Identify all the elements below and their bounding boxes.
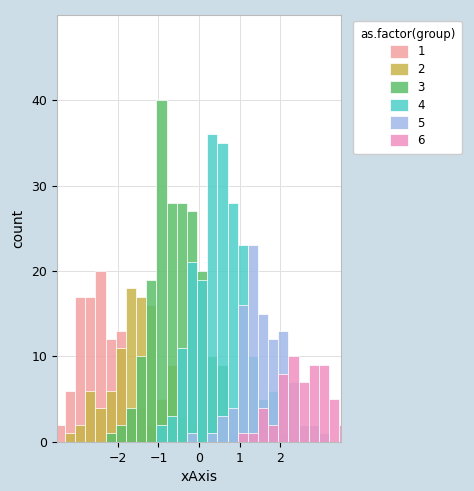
Bar: [136, 356, 146, 442]
Bar: [146, 279, 156, 442]
Bar: [156, 100, 166, 442]
Bar: [258, 314, 268, 442]
Bar: [187, 263, 197, 442]
Bar: [126, 408, 136, 442]
X-axis label: xAxis: xAxis: [181, 470, 218, 484]
Bar: [289, 356, 299, 442]
Bar: [95, 271, 106, 442]
Bar: [45, 425, 55, 442]
Bar: [75, 297, 85, 442]
Bar: [278, 434, 289, 442]
Bar: [207, 434, 218, 442]
Bar: [106, 434, 116, 442]
Bar: [65, 434, 75, 442]
Bar: [136, 408, 146, 442]
Bar: [197, 271, 207, 442]
Bar: [116, 425, 126, 442]
Bar: [218, 365, 228, 442]
Bar: [237, 305, 248, 442]
Bar: [248, 246, 258, 442]
Bar: [106, 391, 116, 442]
Bar: [177, 203, 187, 442]
Bar: [146, 425, 156, 442]
Bar: [258, 408, 268, 442]
Bar: [268, 391, 278, 442]
Bar: [299, 382, 309, 442]
Y-axis label: count: count: [12, 209, 26, 248]
Bar: [156, 399, 166, 442]
Bar: [65, 391, 75, 442]
Bar: [237, 246, 248, 442]
Bar: [187, 211, 197, 442]
Bar: [166, 203, 177, 442]
Bar: [289, 382, 299, 442]
Bar: [95, 408, 106, 442]
Bar: [85, 297, 95, 442]
Bar: [116, 331, 126, 442]
Bar: [207, 135, 218, 442]
Bar: [177, 416, 187, 442]
Bar: [339, 425, 349, 442]
Bar: [309, 365, 319, 442]
Bar: [177, 348, 187, 442]
Bar: [349, 434, 360, 442]
Bar: [258, 399, 268, 442]
Bar: [166, 365, 177, 442]
Bar: [228, 434, 237, 442]
Bar: [268, 425, 278, 442]
Bar: [207, 356, 218, 442]
Bar: [55, 425, 65, 442]
Bar: [278, 374, 289, 442]
Bar: [146, 305, 156, 442]
Bar: [218, 143, 228, 442]
Bar: [116, 348, 126, 442]
Bar: [329, 399, 339, 442]
Bar: [319, 434, 329, 442]
Bar: [237, 434, 248, 442]
Bar: [85, 391, 95, 442]
Legend: 1, 2, 3, 4, 5, 6: 1, 2, 3, 4, 5, 6: [353, 21, 463, 154]
Bar: [268, 339, 278, 442]
Bar: [218, 416, 228, 442]
Bar: [278, 331, 289, 442]
Bar: [126, 288, 136, 442]
Bar: [197, 279, 207, 442]
Bar: [309, 425, 319, 442]
Bar: [237, 434, 248, 442]
Bar: [156, 425, 166, 442]
Bar: [187, 434, 197, 442]
Bar: [228, 408, 237, 442]
Bar: [75, 425, 85, 442]
Bar: [136, 297, 146, 442]
Bar: [187, 425, 197, 442]
Bar: [319, 365, 329, 442]
Bar: [106, 339, 116, 442]
Bar: [299, 425, 309, 442]
Bar: [126, 408, 136, 442]
Bar: [228, 203, 237, 442]
Bar: [248, 356, 258, 442]
Bar: [166, 416, 177, 442]
Bar: [248, 434, 258, 442]
